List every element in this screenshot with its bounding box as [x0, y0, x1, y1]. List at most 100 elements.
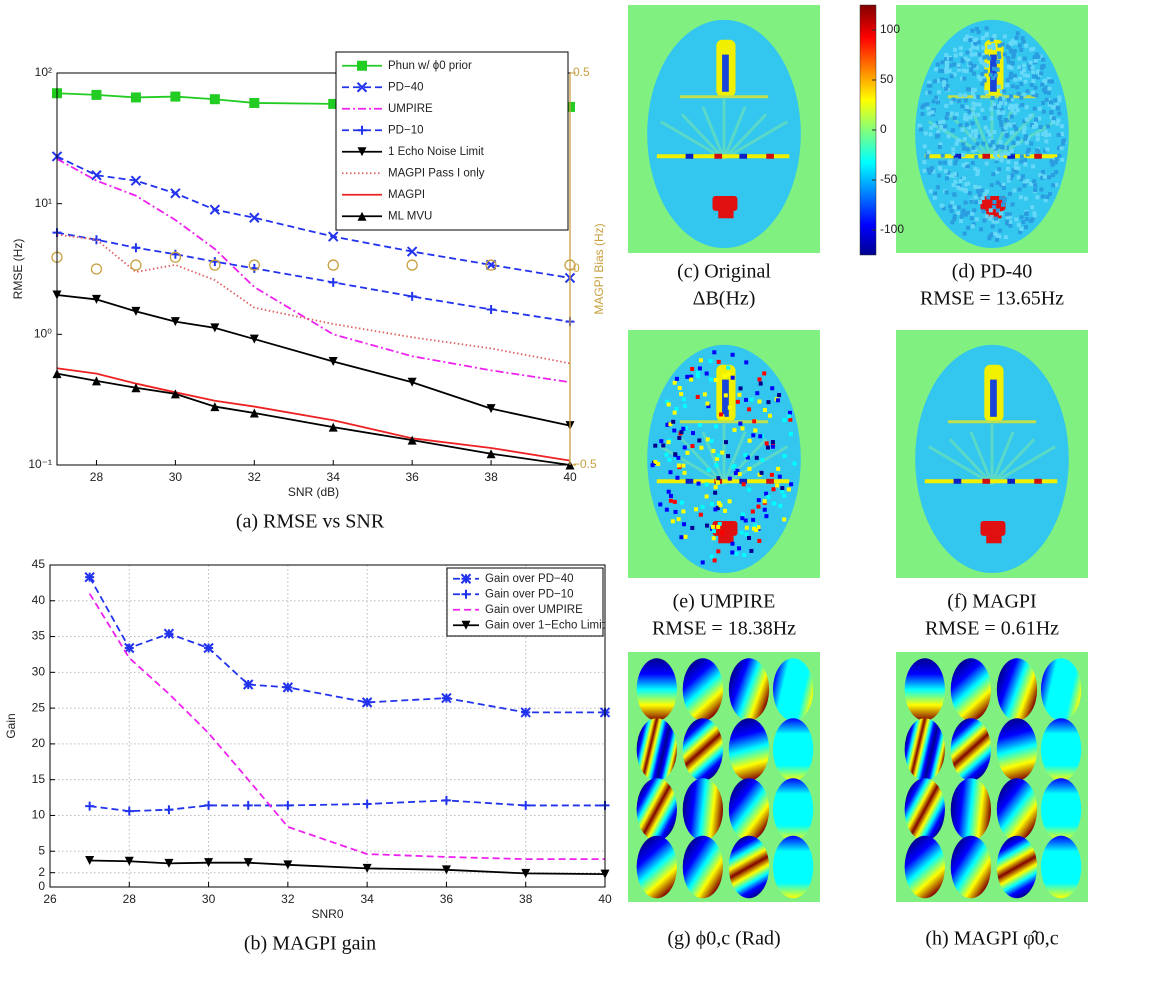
noise-pixel: [1009, 130, 1014, 135]
noise-pixel: [1023, 162, 1028, 167]
colorbar-tick-label: -100: [880, 222, 904, 236]
noise-pixel: [666, 402, 671, 407]
noise-pixel: [996, 84, 1001, 89]
marker: [210, 402, 220, 412]
noise-pixel: [959, 187, 964, 192]
noise-pixel: [668, 498, 673, 503]
noise-pixel: [995, 144, 1000, 149]
y-axis-label: RMSE (Hz): [11, 239, 25, 300]
marker: [407, 377, 417, 387]
noise-pixel: [749, 397, 754, 402]
noise-pixel: [704, 482, 709, 487]
marker: [243, 679, 254, 690]
noise-pixel: [1057, 146, 1062, 151]
noise-pixel: [1023, 79, 1028, 84]
marker: [209, 94, 220, 105]
noise-pixel: [984, 63, 989, 68]
noise-pixel: [697, 423, 702, 428]
noise-pixel: [966, 58, 971, 63]
noise-pixel: [1014, 161, 1019, 166]
noise-pixel: [988, 208, 993, 213]
noise-pixel: [675, 475, 680, 480]
phantom-image: [896, 5, 1088, 253]
phantom-spoke: [723, 445, 789, 486]
noise-pixel: [719, 412, 724, 417]
noise-pixel: [994, 159, 999, 164]
noise-pixel: [716, 524, 721, 529]
noise-pixel: [938, 166, 943, 171]
phase-oval: [728, 658, 770, 721]
noise-pixel: [998, 120, 1003, 125]
noise-pixel: [755, 391, 760, 396]
noise-pixel: [960, 104, 965, 109]
noise-pixel: [988, 143, 993, 148]
noise-pixel: [769, 472, 774, 477]
marker: [91, 294, 101, 304]
noise-pixel: [1055, 105, 1060, 110]
noise-pixel: [708, 377, 713, 382]
noise-pixel: [965, 164, 970, 169]
noise-pixel: [984, 214, 989, 219]
noise-pixel: [727, 405, 732, 410]
phantom-spoke: [722, 113, 768, 160]
noise-pixel: [1002, 52, 1007, 57]
noise-pixel: [943, 169, 948, 174]
phase-oval: [682, 658, 724, 721]
noise-pixel: [958, 123, 963, 128]
noise-pixel: [982, 62, 987, 67]
noise-pixel: [1024, 140, 1029, 145]
noise-pixel: [1015, 31, 1020, 36]
noise-pixel: [1021, 39, 1026, 44]
phantom-shape: [722, 54, 729, 92]
noise-pixel: [782, 418, 787, 423]
noise-pixel: [753, 428, 758, 433]
noise-pixel: [956, 185, 961, 190]
noise-pixel: [1019, 226, 1024, 231]
noise-pixel: [726, 365, 731, 370]
noise-pixel: [1034, 52, 1039, 57]
noise-pixel: [979, 188, 984, 193]
noise-pixel: [1008, 214, 1013, 219]
noise-pixel: [974, 217, 979, 222]
noise-pixel: [965, 34, 970, 39]
noise-pixel: [1047, 86, 1052, 91]
noise-pixel: [745, 455, 750, 460]
noise-pixel: [936, 90, 941, 95]
noise-pixel: [751, 526, 756, 531]
noise-pixel: [1024, 217, 1029, 222]
noise-pixel: [999, 107, 1004, 112]
noise-pixel: [747, 535, 752, 540]
noise-pixel: [731, 464, 736, 469]
noise-pixel: [952, 205, 957, 210]
noise-pixel: [775, 483, 780, 488]
phantom-shape: [722, 379, 729, 417]
marker: [407, 291, 417, 301]
noise-pixel: [935, 100, 940, 105]
noise-pixel: [705, 437, 710, 442]
noise-pixel: [1056, 132, 1061, 137]
noise-pixel: [974, 132, 979, 137]
phantom-spoke: [990, 438, 1036, 485]
noise-pixel: [991, 43, 996, 48]
noise-pixel: [927, 111, 932, 116]
noise-pixel: [695, 394, 700, 399]
marker: [163, 628, 175, 639]
noise-pixel: [997, 55, 1002, 60]
noise-pixel: [672, 410, 677, 415]
noise-pixel: [1008, 41, 1013, 46]
noise-pixel: [1004, 145, 1009, 150]
noise-pixel: [1041, 100, 1046, 105]
noise-pixel: [940, 153, 945, 158]
marker: [485, 259, 497, 271]
x-tick-label: 36: [440, 892, 454, 906]
noise-pixel: [952, 62, 957, 67]
phantom-spoke: [722, 106, 747, 160]
noise-pixel: [1012, 49, 1017, 54]
phantom-spoke: [722, 438, 768, 485]
noise-pixel: [991, 66, 996, 71]
y2-tick-label: 0: [573, 261, 580, 275]
noise-pixel: [958, 179, 963, 184]
phantom-segment: [739, 478, 748, 484]
noise-pixel: [743, 452, 748, 457]
noise-pixel: [684, 425, 689, 430]
